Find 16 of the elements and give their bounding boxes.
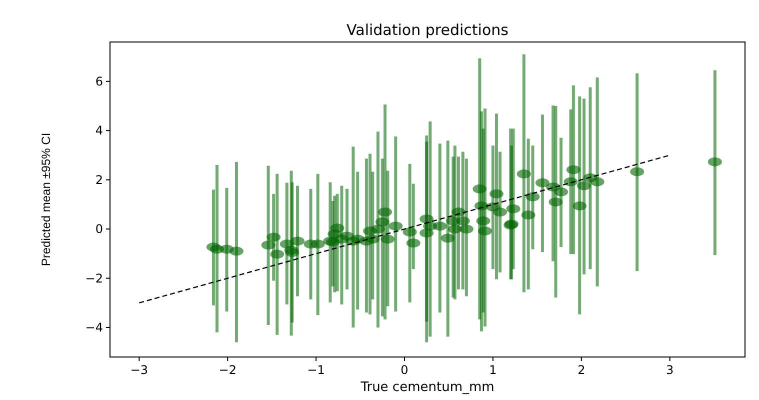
x-tick-label: 3	[666, 363, 674, 377]
y-tick-label: 0	[95, 222, 103, 236]
y-tick-label: −2	[85, 271, 103, 286]
x-tick-label: −2	[218, 363, 236, 377]
y-axis-title: Predicted mean ±95% CI	[39, 132, 53, 266]
x-axis-title: True cementum_mm	[360, 380, 494, 395]
y-tick-label: −4	[85, 320, 103, 334]
y-tick-label: 4	[95, 124, 103, 138]
x-tick-label: 0	[400, 363, 408, 377]
x-tick-label: 2	[578, 363, 586, 377]
x-tick-label: −3	[130, 363, 148, 377]
chart-title: Validation predictions	[346, 21, 509, 39]
y-tick-label: 6	[95, 74, 103, 88]
x-tick-label: −1	[307, 363, 325, 377]
x-tick-label: 1	[489, 363, 497, 377]
y-tick-label: 2	[95, 172, 103, 187]
